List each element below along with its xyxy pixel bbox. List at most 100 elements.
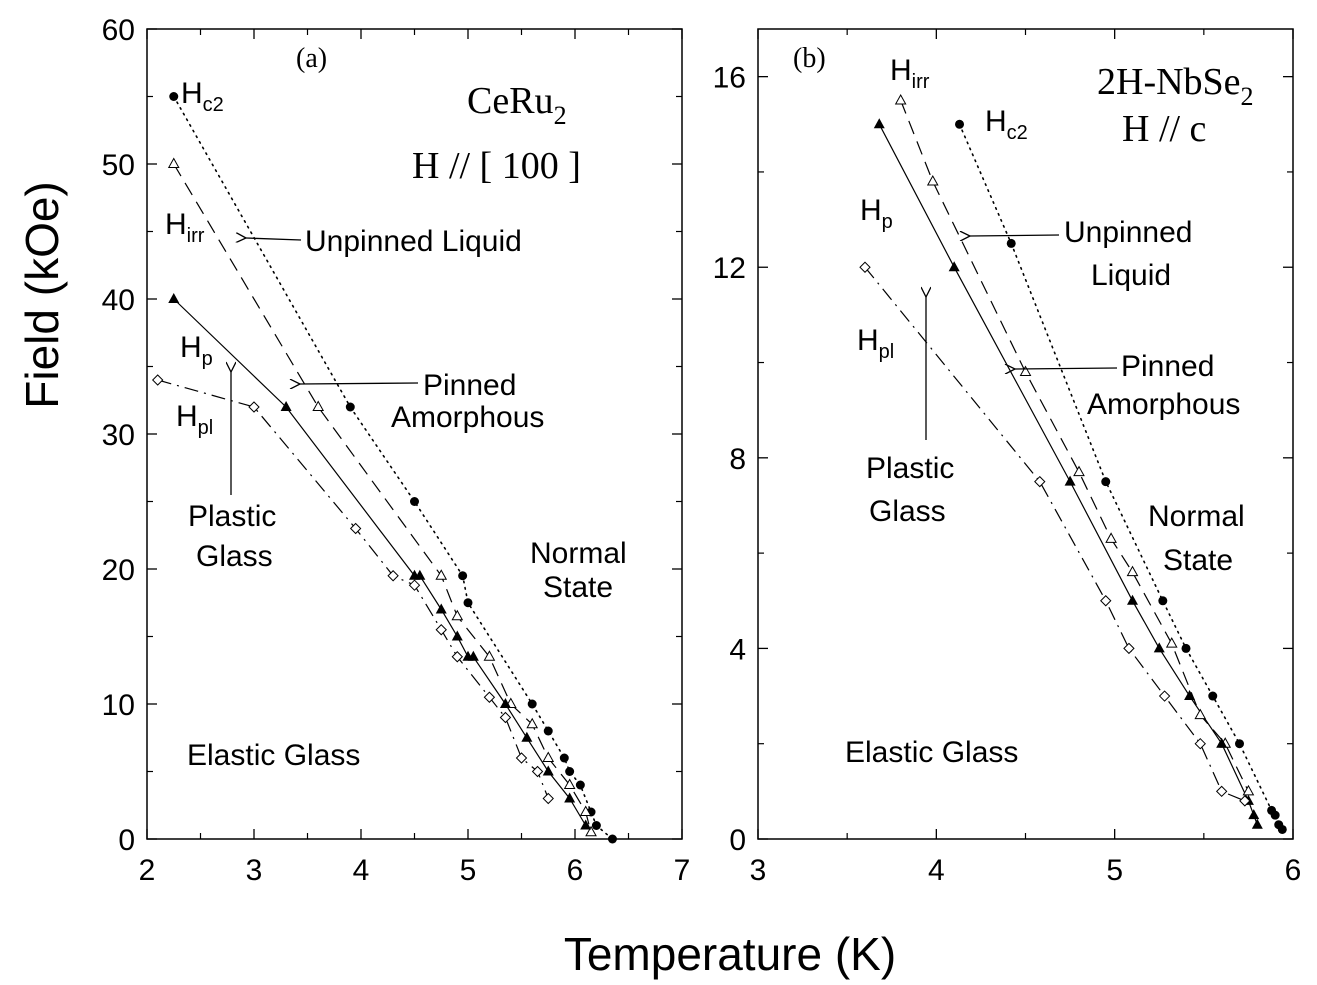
data-point-hc2 <box>345 402 355 412</box>
series-line-hirr <box>900 100 1249 792</box>
x-tick-label: 3 <box>246 854 263 887</box>
panel-a-annotation-glass: Glass <box>196 540 273 573</box>
data-point-hpl <box>531 765 544 778</box>
y-tick-label: 30 <box>102 419 135 452</box>
x-tick-label: 7 <box>674 854 691 887</box>
data-point-hc2 <box>1181 643 1191 653</box>
data-point-hpl <box>349 522 362 535</box>
data-point-hp <box>414 569 426 580</box>
data-point-hirr <box>1165 637 1178 648</box>
panel-a-annotation-unpinned-liquid: Unpinned Liquid <box>305 225 522 258</box>
data-point-hp <box>521 731 533 742</box>
data-point-hpl <box>435 624 447 636</box>
data-point-hirr <box>579 805 592 816</box>
data-point-hp <box>873 118 885 129</box>
data-point-hp <box>467 650 479 661</box>
panel-a-series-label-hc2: Hc2 <box>181 77 224 116</box>
panel-a-annotation-plastic: Plastic <box>188 500 276 533</box>
panel-b-2h-nbse2: 3 4 5 6 0 4 8 12 16 (b) 2H-NbSe2 H // c Hirr Hc2… <box>713 28 1302 887</box>
data-point-hc2 <box>1270 810 1280 820</box>
data-point-hirr <box>894 93 907 105</box>
data-point-hirr <box>1019 365 1032 377</box>
data-point-hp <box>280 401 292 411</box>
y-tick-label: 4 <box>729 633 746 666</box>
x-tick-label: 6 <box>1285 854 1302 887</box>
data-point-hpl <box>387 570 399 582</box>
panel-a-arrow-pinned-amorphous <box>300 383 419 384</box>
data-point-hirr <box>451 609 464 621</box>
data-point-hirr <box>312 400 325 411</box>
y-tick-label: 50 <box>102 149 135 182</box>
panel-a-orientation: H // [ 100 ] <box>412 145 581 187</box>
data-point-hp <box>1248 809 1260 820</box>
panel-a-series-label-hp: Hp <box>180 331 213 370</box>
data-point-hpl <box>151 374 164 386</box>
data-point-hirr <box>483 650 496 661</box>
panel-b-series-label-hirr: Hirr <box>890 54 930 93</box>
data-point-hpl <box>451 651 464 663</box>
data-point-hc2 <box>1101 477 1111 487</box>
y-tick-label: 8 <box>729 443 746 476</box>
x-tick-label: 4 <box>928 854 945 887</box>
series-line-hp <box>878 124 1258 825</box>
data-point-hpl <box>1123 642 1135 655</box>
y-axis-label: Field (kOe) <box>16 181 68 408</box>
y-tick-label: 16 <box>713 62 746 95</box>
data-point-hp <box>451 630 463 641</box>
panel-b-annotation-plastic: Plastic <box>866 452 954 485</box>
panel-b-data-points <box>859 93 1287 834</box>
panel-a-ceru2: 2 3 4 5 6 7 0 10 20 30 40 50 60 (a) CeRu2 H // [ 100… <box>102 14 691 887</box>
data-point-hpl <box>1100 595 1112 607</box>
panel-a-material: CeRu2 <box>467 80 567 130</box>
data-point-hc2 <box>410 497 419 506</box>
data-point-hc2 <box>169 92 179 101</box>
data-point-hpl <box>483 691 496 703</box>
data-point-hp <box>1153 642 1165 653</box>
y-tick-label: 20 <box>102 554 135 587</box>
data-point-hirr <box>585 825 597 837</box>
data-point-hirr <box>526 717 539 729</box>
data-point-hirr <box>563 778 576 789</box>
panel-b-label: (b) <box>793 43 826 74</box>
data-point-hpl <box>408 579 421 591</box>
x-tick-label: 5 <box>460 854 477 887</box>
panel-b-annotation-elastic-glass: Elastic Glass <box>845 736 1018 769</box>
y-tick-label: 10 <box>102 689 135 722</box>
y-tick-label: 12 <box>713 252 746 285</box>
panel-a-annotation-pinned: Pinned <box>423 369 516 402</box>
data-point-hirr <box>926 174 939 186</box>
data-point-hc2 <box>565 767 575 776</box>
data-point-hc2 <box>559 753 569 763</box>
y-tick-label: 60 <box>102 14 135 47</box>
data-point-hp <box>499 698 511 708</box>
series-line-hirr <box>173 163 592 833</box>
data-point-hpl <box>859 261 871 273</box>
panel-b-annotation-pinned: Pinned <box>1121 350 1214 383</box>
x-tick-label: 2 <box>139 854 156 887</box>
x-tick-label: 3 <box>750 854 767 887</box>
panel-a-fit-lines <box>157 95 614 840</box>
panel-b-ticks: 3 4 5 6 0 4 8 12 16 <box>713 29 1302 887</box>
data-point-hc2 <box>955 119 965 129</box>
data-point-hp <box>1127 594 1138 605</box>
data-point-hp <box>1184 690 1196 701</box>
panel-b-series-label-hpl: Hpl <box>857 324 894 363</box>
data-point-hc2 <box>1208 691 1218 701</box>
panel-a-data-points <box>151 92 617 844</box>
data-point-hc2 <box>458 571 468 581</box>
x-tick-label: 5 <box>1106 854 1123 887</box>
data-point-hp <box>1064 475 1076 486</box>
x-tick-label: 6 <box>567 854 584 887</box>
panel-a-arrow-unpinned-liquid <box>246 238 302 240</box>
panel-a-annotation-elastic-glass: Elastic Glass <box>187 739 360 772</box>
data-point-hc2 <box>575 780 585 790</box>
panel-a-annotation-normal: Normal <box>530 537 627 570</box>
data-point-hirr <box>1105 532 1117 543</box>
panel-b-annotation-liquid: Liquid <box>1091 259 1171 292</box>
data-point-hp <box>542 765 554 776</box>
data-point-hc2 <box>463 598 473 608</box>
panel-a-label: (a) <box>296 43 327 74</box>
panel-a-series-label-hirr: Hirr <box>165 208 205 247</box>
panel-b-arrow-unpinned-liquid <box>970 235 1060 236</box>
data-point-hirr <box>1194 708 1207 720</box>
